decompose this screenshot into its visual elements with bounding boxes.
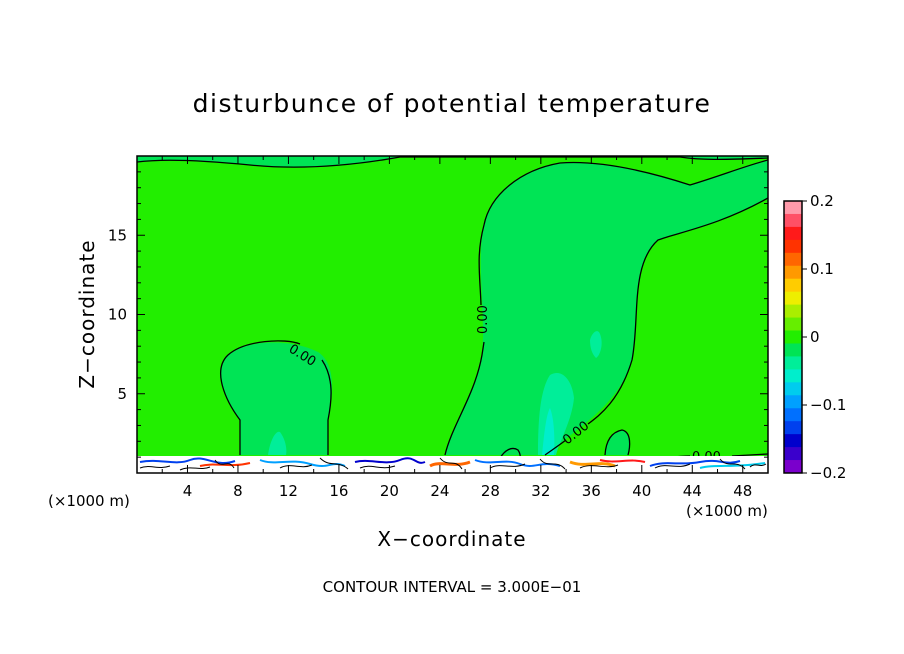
- y-axis-label: Z−coordinate: [75, 239, 99, 388]
- x-tick-label: 48: [733, 482, 752, 500]
- contour-label-2: 0.00: [476, 305, 491, 334]
- colorbar-swatch: [784, 343, 802, 357]
- colorbar-swatch: [784, 460, 802, 474]
- x-tick-label: 44: [683, 482, 702, 500]
- x-tick-label: 24: [430, 482, 449, 500]
- colorbar-swatch: [784, 382, 802, 396]
- colorbar-swatch: [784, 317, 802, 332]
- colorbar-swatch: [784, 330, 802, 344]
- y-tick-label: 5: [117, 385, 127, 403]
- colorbar-swatch: [784, 408, 802, 422]
- contour-interval-note: CONTOUR INTERVAL = 3.000E−01: [323, 578, 582, 596]
- negative-core-upper: [590, 331, 602, 358]
- negative-core-left: [268, 431, 287, 455]
- colorbar-swatch: [784, 278, 802, 293]
- colorbar-swatch: [784, 434, 802, 448]
- x-tick-label: 36: [582, 482, 601, 500]
- top-contour-region: [137, 156, 768, 168]
- x-tick-label: 28: [481, 482, 500, 500]
- y-tick-label: 15: [108, 226, 127, 244]
- colorbar-swatch: [784, 369, 802, 383]
- surface-noise: [139, 457, 767, 471]
- colorbar-swatch: [784, 252, 802, 267]
- colorbar-tick-label: −0.1: [810, 396, 846, 414]
- colorbar-tick-label: 0.1: [810, 260, 834, 278]
- colorbar: [784, 201, 802, 474]
- colorbar-swatch: [784, 213, 802, 228]
- x-tick-label: 32: [531, 482, 550, 500]
- x-tick-label: 4: [183, 482, 193, 500]
- negative-region-left: [220, 342, 333, 455]
- x-tick-label: 8: [233, 482, 243, 500]
- x-axis: 4 8 12 16 20 24 28 32 36 40 44 48: [161, 156, 752, 500]
- colorbar-tick-label: 0.2: [810, 192, 834, 210]
- x-tick-label: 40: [632, 482, 651, 500]
- colorbar-tick-label: 0: [810, 328, 820, 346]
- y-axis: 5 10 15: [108, 171, 768, 458]
- y-tick-label: 10: [108, 306, 127, 324]
- colorbar-swatch: [784, 447, 802, 461]
- x-unit-left: (×1000 m): [48, 492, 130, 510]
- colorbar-swatch: [784, 201, 802, 215]
- colorbar-swatch: [784, 421, 802, 435]
- x-axis-label: X−coordinate: [377, 527, 526, 551]
- x-tick-label: 20: [380, 482, 399, 500]
- negative-region-right: [605, 430, 630, 455]
- colorbar-swatch: [784, 239, 802, 254]
- colorbar-swatch: [784, 265, 802, 280]
- x-tick-label: 16: [329, 482, 348, 500]
- colorbar-swatch: [784, 226, 802, 241]
- colorbar-swatch: [784, 356, 802, 370]
- colorbar-tick-label: −0.2: [810, 464, 846, 482]
- negative-plume: [445, 160, 768, 455]
- chart-title: disturbunce of potential temperature: [193, 89, 712, 118]
- x-tick-label: 12: [279, 482, 298, 500]
- colorbar-swatch: [784, 304, 802, 319]
- negative-core-center-inner: [542, 408, 555, 455]
- plot-field: 0.00 0.00 0.00 0.00: [137, 156, 768, 473]
- colorbar-swatch: [784, 291, 802, 306]
- x-unit-right: (×1000 m): [686, 502, 768, 520]
- colorbar-ticks: 0.2 0.1 0 −0.1 −0.2: [802, 192, 846, 482]
- colorbar-swatch: [784, 395, 802, 409]
